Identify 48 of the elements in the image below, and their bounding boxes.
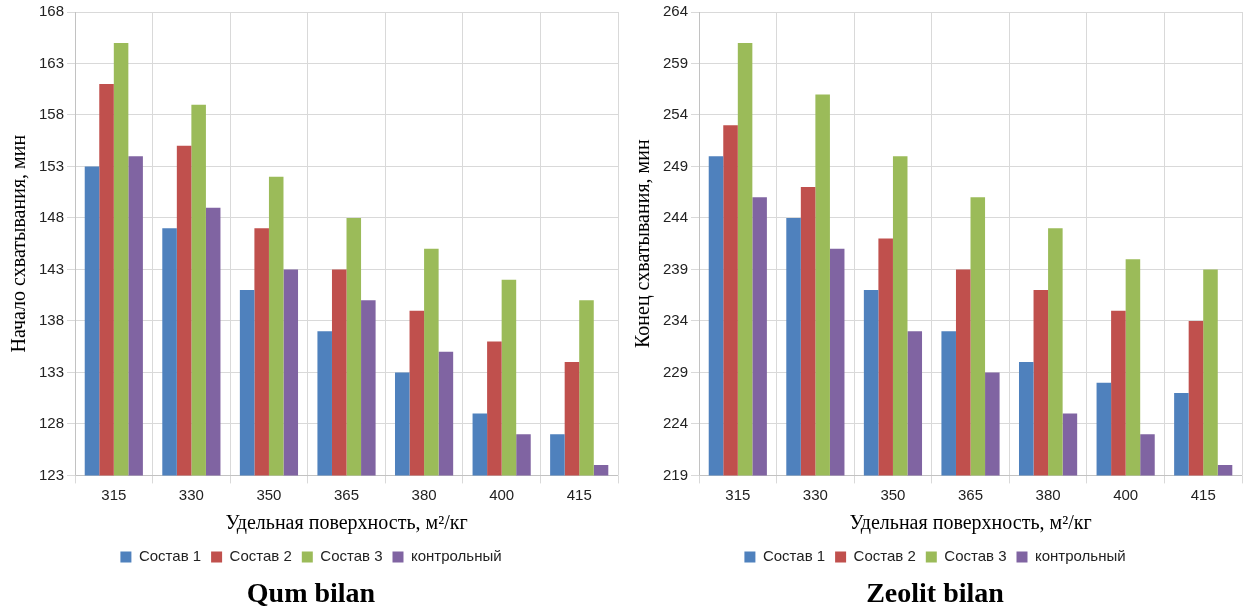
- y-tick-label: 153: [39, 156, 65, 174]
- text: Qum bilan: [246, 577, 376, 609]
- y-tick-label: 158: [39, 105, 65, 123]
- x-axis-title: Удельная поверхность, м²/кг: [225, 510, 468, 534]
- y-tick-label: 239: [663, 259, 689, 277]
- legend-label: контрольный: [411, 547, 502, 565]
- x-tick-label: 330: [178, 485, 204, 503]
- legend-label: Состав 3: [944, 547, 1007, 565]
- legend-label: контрольный: [1035, 547, 1126, 565]
- y-axis-title: Конец схватывания, мин: [631, 139, 655, 349]
- y-tick-label: 133: [39, 362, 65, 380]
- legend-label: Состав 1: [762, 547, 826, 565]
- y-tick-label: 128: [39, 414, 65, 432]
- x-tick-label: 380: [1035, 485, 1061, 503]
- text: Zeolit bilan: [866, 577, 1005, 609]
- y-tick-label: 143: [39, 259, 65, 277]
- y-tick-label: 259: [663, 53, 689, 71]
- x-tick-label: 415: [566, 485, 592, 503]
- x-tick-label: 400: [1113, 485, 1139, 503]
- y-tick-label: 163: [39, 53, 65, 71]
- y-tick-label: 234: [663, 311, 689, 329]
- y-axis-title: Начало схватывания, мин: [7, 134, 30, 353]
- x-tick-label: 350: [256, 485, 282, 503]
- x-tick-label: 400: [489, 485, 515, 503]
- x-tick-label: 365: [334, 485, 360, 503]
- y-tick-label: 219: [663, 465, 689, 483]
- y-tick-label: 229: [663, 362, 689, 380]
- y-tick-label: 138: [39, 311, 65, 329]
- x-tick-label: 415: [1190, 485, 1216, 503]
- x-tick-label: 330: [802, 485, 828, 503]
- x-tick-label: 365: [958, 485, 984, 503]
- x-tick-label: 380: [411, 485, 437, 503]
- legend-label: Состав 2: [229, 547, 292, 565]
- y-tick-label: 123: [39, 465, 65, 483]
- legend-label: Состав 1: [138, 547, 202, 565]
- x-tick-label: 350: [880, 485, 906, 503]
- y-tick-label: 168: [39, 2, 65, 20]
- y-tick-label: 224: [663, 414, 689, 432]
- y-tick-label: 148: [39, 208, 65, 226]
- x-tick-label: 315: [101, 485, 127, 503]
- y-tick-label: 264: [663, 2, 689, 20]
- legend-label: Состав 3: [320, 547, 383, 565]
- legend-label: Состав 2: [853, 547, 916, 565]
- y-tick-label: 244: [663, 208, 689, 226]
- x-tick-label: 315: [725, 485, 751, 503]
- y-tick-label: 254: [663, 105, 689, 123]
- x-axis-title: Удельная поверхность, м²/кг: [849, 510, 1092, 534]
- y-tick-label: 249: [663, 156, 689, 174]
